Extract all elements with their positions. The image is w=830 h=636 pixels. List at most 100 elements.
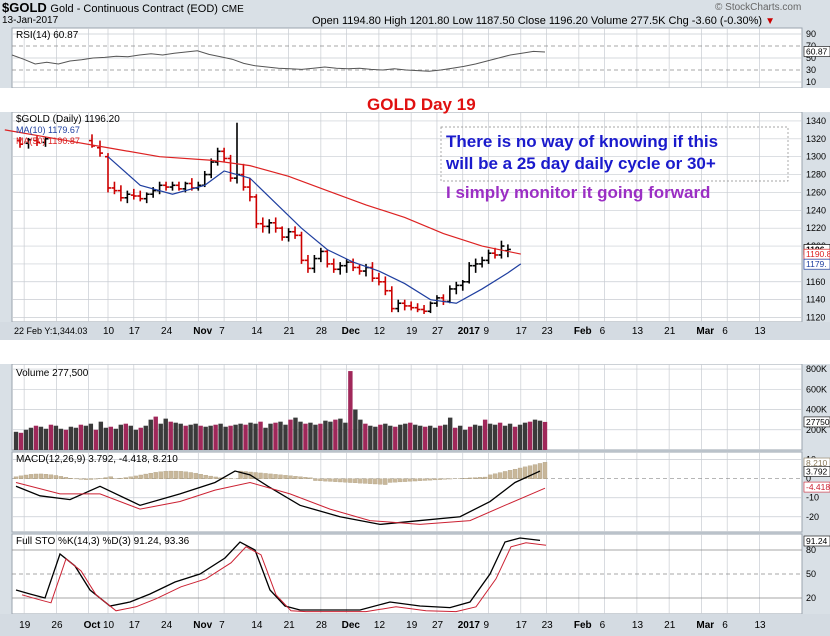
price-marker-label: 1190.8 xyxy=(806,249,830,259)
macd-histogram-bar xyxy=(13,476,19,479)
volume-bar xyxy=(88,423,94,450)
volume-bar xyxy=(183,425,188,450)
volume-legend: Volume 277,500 xyxy=(16,368,89,379)
macd-histogram-bar xyxy=(403,478,408,482)
macd-histogram-bar xyxy=(532,464,538,479)
volume-bar xyxy=(128,425,133,450)
macd-histogram-bar xyxy=(163,471,168,479)
volume-bar xyxy=(542,421,548,450)
price-panel-bg xyxy=(11,111,803,323)
macd-histogram-bar xyxy=(522,466,528,479)
macd-histogram-bar xyxy=(512,468,518,479)
rsi-tick-label: 50 xyxy=(806,53,816,63)
price-tick-label: 1340 xyxy=(806,116,826,126)
price-x-tick-label: 27 xyxy=(432,326,444,337)
volume-bar xyxy=(447,417,453,450)
macd-histogram-bar xyxy=(313,478,318,481)
volume-bar xyxy=(517,424,523,450)
macd-histogram-bar xyxy=(53,475,59,479)
macd-histogram-bar xyxy=(472,477,478,479)
volume-bar xyxy=(228,425,233,450)
volume-bar xyxy=(83,425,89,450)
volume-bar xyxy=(313,424,318,450)
bottom-x-tick-label: 24 xyxy=(161,620,173,631)
header-title-row: $GOLD Gold - Continuous Contract (EOD) C… xyxy=(2,0,244,15)
volume-bar xyxy=(208,425,213,450)
macd-histogram-bar xyxy=(393,478,398,483)
macd-histogram-bar xyxy=(263,473,268,479)
volume-bar xyxy=(467,426,473,450)
price-tick-label: 1260 xyxy=(806,187,826,197)
volume-bar xyxy=(373,426,378,450)
volume-bar xyxy=(353,409,358,450)
price-x-tick-label: 10 xyxy=(103,326,115,337)
macd-histogram-bar xyxy=(492,473,498,479)
macd-histogram-bar xyxy=(138,474,143,479)
volume-bar xyxy=(158,423,163,450)
macd-histogram-bar xyxy=(128,476,133,479)
macd-legend: MACD(12,26,9) 3.792, -4.418, 8.210 xyxy=(16,454,178,465)
volume-bar xyxy=(442,424,448,450)
price-x-tick-label: Mar xyxy=(696,326,714,337)
sto-marker-box xyxy=(803,535,830,547)
volume-bar xyxy=(348,371,353,450)
bottom-x-tick-label: 13 xyxy=(754,620,766,631)
bottom-x-tick-label: 10 xyxy=(103,620,115,631)
macd-histogram-bar xyxy=(413,478,418,482)
macd-histogram-bar xyxy=(373,478,378,485)
price-x-tick-label: Dec xyxy=(342,326,361,337)
rsi-price-gap xyxy=(0,88,830,112)
price-xaxis-band xyxy=(0,322,830,340)
symbol: $GOLD xyxy=(2,0,47,15)
volume-bar xyxy=(163,418,168,450)
price-x-tick-label: 21 xyxy=(284,326,296,337)
rsi-marker-label: 60.87 xyxy=(806,46,828,56)
macd-histogram-bar xyxy=(527,465,533,479)
macd-histogram-bar xyxy=(203,474,208,479)
volume-bar xyxy=(487,423,493,450)
volume-bar xyxy=(63,429,69,450)
credit-text: © StockCharts.com xyxy=(715,2,802,13)
ohlc-summary: Open 1194.80 High 1201.80 Low 1187.50 Cl… xyxy=(312,15,775,27)
macd-histogram-bar xyxy=(428,478,433,481)
price-vol-gap xyxy=(0,340,830,364)
volume-bar xyxy=(537,420,543,450)
macd-histogram-bar xyxy=(477,477,483,479)
price-x-tick-label: 17 xyxy=(516,326,528,337)
volume-bar xyxy=(318,423,323,450)
chg-down-icon: ▼ xyxy=(765,16,776,27)
macd-histogram-bar xyxy=(143,473,148,479)
macd-marker-label: -4.418 xyxy=(806,482,830,492)
bottom-x-tick-label: 19 xyxy=(406,620,418,631)
ma10-line xyxy=(107,156,522,304)
volume-bar xyxy=(388,425,393,450)
volume-bar xyxy=(263,427,268,450)
price-tick-label: 1280 xyxy=(806,170,826,180)
sto-tick-label: 80 xyxy=(806,545,816,555)
volume-bar xyxy=(78,424,84,450)
macd-histogram-bar xyxy=(433,478,438,481)
price-x-tick-label: 6 xyxy=(600,326,606,337)
macd-histogram-bar xyxy=(208,475,213,479)
annotation-line1: There is no way of knowing if this xyxy=(446,132,718,151)
bottom-x-tick-label: Mar xyxy=(696,620,714,631)
macd-marker-label: 8.210 xyxy=(806,458,828,468)
macd-histogram-bar xyxy=(63,477,69,479)
price-tooltip-label: 22 Feb Y:1,344.03 xyxy=(14,326,87,336)
macd-histogram-bar xyxy=(502,471,508,479)
volume-bar xyxy=(343,422,348,450)
volume-bar xyxy=(527,421,533,450)
macd-histogram-bar xyxy=(43,474,49,479)
volume-bar xyxy=(333,419,338,450)
volume-bar xyxy=(507,423,513,450)
volume-bar xyxy=(223,426,228,450)
vol-tick-label: 200K xyxy=(806,425,827,435)
vol-tick-label: 600K xyxy=(806,384,827,394)
volume-bar xyxy=(168,421,173,450)
macd-histogram-bar xyxy=(183,471,188,479)
macd-histogram-bar xyxy=(423,478,428,481)
volume-bar xyxy=(433,427,438,450)
macd-histogram-bar xyxy=(118,477,123,479)
volume-bar xyxy=(423,426,428,450)
volume-bar xyxy=(173,422,178,450)
